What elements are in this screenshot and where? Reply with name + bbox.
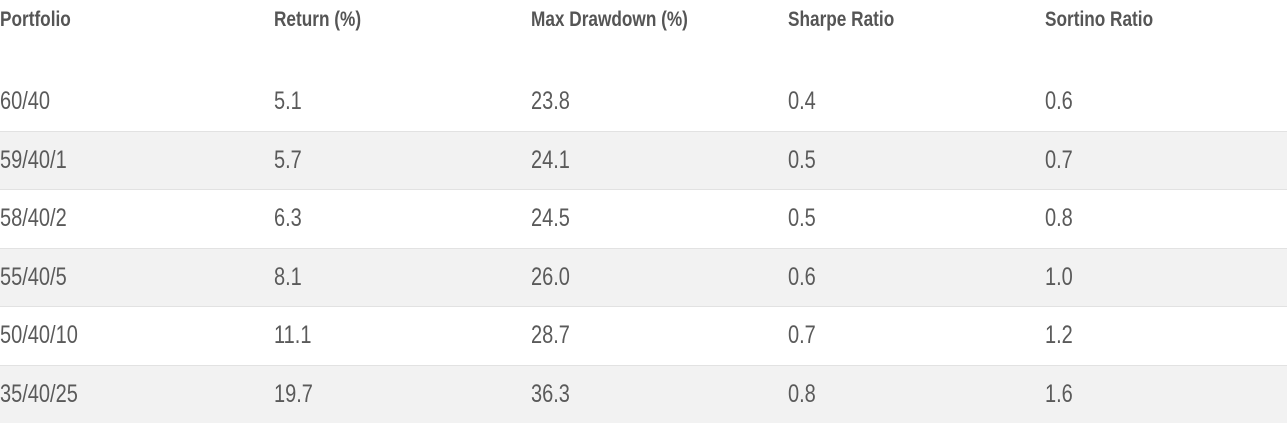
table-cell: 55/40/5: [0, 262, 67, 291]
table-cell: 1.2: [1045, 321, 1073, 350]
table-cell: 5.1: [274, 87, 302, 116]
table-cell: 0.7: [788, 321, 816, 350]
table-cell: 0.5: [788, 204, 816, 233]
table-cell: 60/40: [0, 87, 51, 116]
table-cell: 8.1: [274, 262, 302, 291]
table-cell: 59/40/1: [0, 145, 67, 174]
table-cell: 1.0: [1045, 262, 1073, 291]
table-row: 55/40/5 8.1 26.0 0.6 1.0: [0, 248, 1287, 307]
table-cell: 0.7: [1045, 145, 1073, 174]
table-cell: 24.1: [531, 145, 570, 174]
table-row: 58/40/2 6.3 24.5 0.5 0.8: [0, 190, 1287, 249]
table-cell: 0.5: [788, 145, 816, 174]
table-row: 35/40/25 19.7 36.3 0.8 1.6: [0, 365, 1287, 423]
header-row: Portfolio Return (%) Max Drawdown (%) Sharp…: [0, 0, 1287, 49]
table-cell: 19.7: [274, 379, 313, 408]
table-cell: 36.3: [531, 379, 570, 408]
table-cell: 50/40/10: [0, 321, 78, 350]
table-cell: 23.8: [531, 87, 570, 116]
table-cell: 58/40/2: [0, 204, 67, 233]
table-cell: 5.7: [274, 145, 302, 174]
table-row: 60/40 5.1 23.8 0.4 0.6: [0, 73, 1287, 132]
table-cell: 26.0: [531, 262, 570, 291]
table-cell: 35/40/25: [0, 379, 78, 408]
header-cell: Portfolio: [0, 8, 71, 31]
table-cell: 24.5: [531, 204, 570, 233]
table-cell: 0.8: [788, 379, 816, 408]
table-cell: 0.6: [788, 262, 816, 291]
table-cell: 0.4: [788, 87, 816, 116]
table-cell: 6.3: [274, 204, 302, 233]
table-cell: 0.6: [1045, 87, 1073, 116]
header-cell: Sortino Ratio: [1045, 8, 1154, 31]
table-row: 50/40/10 11.1 28.7 0.7 1.2: [0, 307, 1287, 366]
table-cell: 1.6: [1045, 379, 1073, 408]
table-cell: 11.1: [274, 321, 312, 350]
header-cell: Return (%): [274, 8, 362, 31]
table-row: 59/40/1 5.7 24.1 0.5 0.7: [0, 131, 1287, 190]
table-cell: 0.8: [1045, 204, 1073, 233]
header-cell: Max Drawdown (%): [531, 8, 688, 31]
table-cell: 28.7: [531, 321, 570, 350]
header-cell: Sharpe Ratio: [788, 8, 895, 31]
